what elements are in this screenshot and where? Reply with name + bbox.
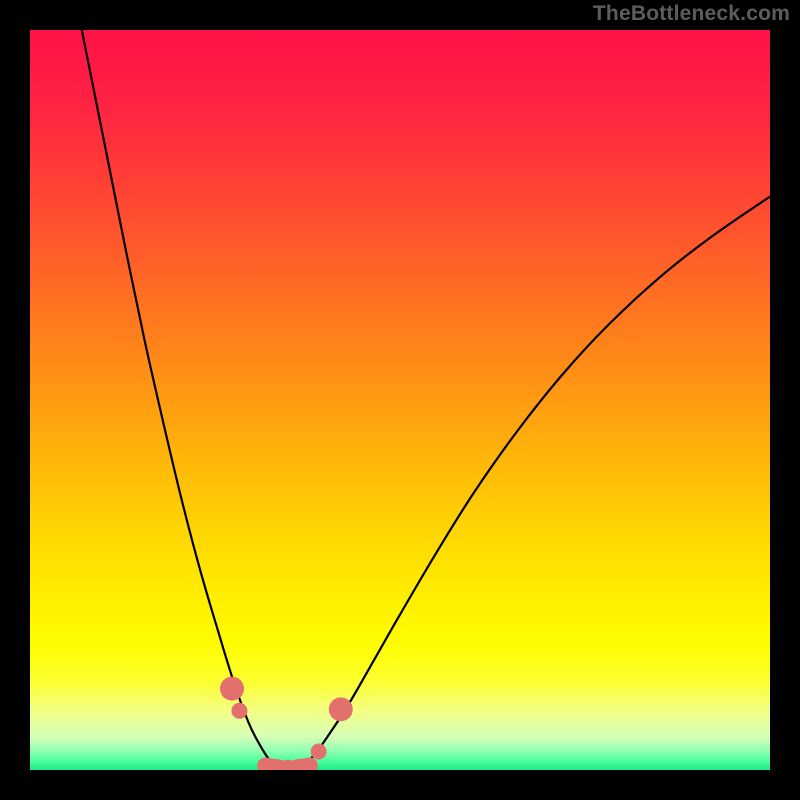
data-marker [231, 703, 247, 719]
data-marker [302, 758, 318, 774]
data-marker [329, 697, 353, 721]
plot-background [30, 30, 770, 770]
data-marker [311, 744, 327, 760]
chart-svg [0, 0, 800, 800]
data-marker [220, 677, 244, 701]
watermark-text: TheBottleneck.com [593, 2, 790, 26]
figure-frame: TheBottleneck.com [0, 0, 800, 800]
